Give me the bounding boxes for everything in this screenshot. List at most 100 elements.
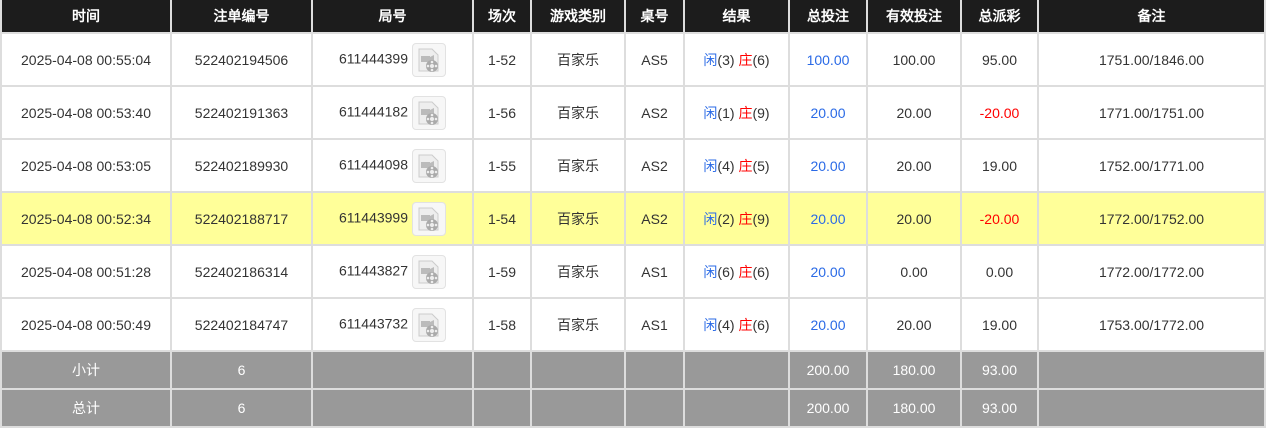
session-cell: 1-52	[472, 32, 532, 87]
order-number-cell: 522402188717	[170, 191, 313, 246]
banker-label: 庄	[738, 316, 753, 333]
result-cell: 闲(4) 庄(6)	[683, 297, 790, 352]
table-cell: AS2	[624, 191, 685, 246]
session-cell: 1-59	[472, 244, 532, 299]
game-type-cell: 百家乐	[530, 32, 626, 87]
time-cell: 2025-04-08 00:53:05	[0, 138, 172, 193]
total-payout: 93.00	[960, 388, 1039, 428]
player-score: (2)	[717, 210, 735, 227]
player-label: 闲	[703, 104, 718, 121]
player-score: (4)	[717, 316, 735, 333]
time-cell: 2025-04-08 00:50:49	[0, 297, 172, 352]
player-label: 闲	[703, 51, 718, 68]
player-score: (3)	[717, 51, 735, 68]
total-row: 总计 6 200.00 180.00 93.00	[0, 388, 1266, 428]
player-score: (1)	[717, 104, 735, 121]
order-number-cell: 522402184747	[170, 297, 313, 352]
session-cell: 1-54	[472, 191, 532, 246]
table-row: 2025-04-08 00:53:40 522402191363 6114441…	[0, 85, 1266, 140]
round-cell: 611443999	[311, 191, 474, 246]
payout-cell: 0.00	[960, 244, 1039, 299]
round-cell: 611444399	[311, 32, 474, 87]
result-cell: 闲(3) 庄(6)	[683, 32, 790, 87]
valid-bet-cell: 100.00	[866, 32, 962, 87]
round-number: 611443999	[338, 209, 409, 226]
note-cell: 1752.00/1771.00	[1037, 138, 1266, 193]
note-cell: 1753.00/1772.00	[1037, 297, 1266, 352]
total-count: 6	[170, 388, 313, 428]
column-header: 游戏类别	[530, 0, 626, 34]
banker-score: (5)	[752, 157, 770, 174]
table-cell: AS2	[624, 85, 685, 140]
game-type-cell: 百家乐	[530, 244, 626, 299]
column-header: 场次	[472, 0, 532, 34]
game-type-cell: 百家乐	[530, 297, 626, 352]
total-bet-cell: 20.00	[788, 191, 868, 246]
table-cell: AS1	[624, 244, 685, 299]
payout-cell: 19.00	[960, 297, 1039, 352]
total-bet: 200.00	[788, 388, 868, 428]
round-number: 611443732	[338, 315, 409, 332]
note-cell: 1772.00/1752.00	[1037, 191, 1266, 246]
table-row: 2025-04-08 00:53:05 522402189930 6114440…	[0, 138, 1266, 193]
round-cell: 611444182	[311, 85, 474, 140]
video-replay-icon[interactable]	[412, 148, 447, 183]
video-replay-icon[interactable]	[412, 307, 447, 342]
session-cell: 1-55	[472, 138, 532, 193]
table-row: 2025-04-08 00:50:49 522402184747 6114437…	[0, 297, 1266, 352]
valid-bet-cell: 20.00	[866, 85, 962, 140]
column-header: 局号	[311, 0, 474, 34]
total-bet-cell: 20.00	[788, 138, 868, 193]
round-number: 611443827	[338, 262, 409, 279]
valid-bet-cell: 20.00	[866, 191, 962, 246]
column-header: 总派彩	[960, 0, 1039, 34]
round-number: 611444182	[338, 103, 409, 120]
result-cell: 闲(2) 庄(9)	[683, 191, 790, 246]
payout-cell: 95.00	[960, 32, 1039, 87]
subtotal-payout: 93.00	[960, 350, 1039, 390]
valid-bet-cell: 0.00	[866, 244, 962, 299]
time-cell: 2025-04-08 00:51:28	[0, 244, 172, 299]
total-bet-cell: 20.00	[788, 85, 868, 140]
result-cell: 闲(1) 庄(9)	[683, 85, 790, 140]
table-cell: AS2	[624, 138, 685, 193]
session-cell: 1-56	[472, 85, 532, 140]
total-label: 总计	[0, 388, 172, 428]
note-cell: 1772.00/1772.00	[1037, 244, 1266, 299]
column-header: 备注	[1037, 0, 1266, 34]
banker-score: (6)	[752, 316, 770, 333]
video-replay-icon[interactable]	[412, 95, 447, 130]
note-cell: 1751.00/1846.00	[1037, 32, 1266, 87]
banker-label: 庄	[738, 157, 753, 174]
video-replay-icon[interactable]	[412, 254, 447, 289]
player-label: 闲	[703, 263, 718, 280]
table-cell: AS5	[624, 32, 685, 87]
total-bet-cell: 20.00	[788, 244, 868, 299]
result-cell: 闲(4) 庄(5)	[683, 138, 790, 193]
banker-label: 庄	[738, 210, 753, 227]
session-cell: 1-58	[472, 297, 532, 352]
table-row: 2025-04-08 00:51:28 522402186314 6114438…	[0, 244, 1266, 299]
result-cell: 闲(6) 庄(6)	[683, 244, 790, 299]
payout-cell: 19.00	[960, 138, 1039, 193]
banker-label: 庄	[738, 104, 753, 121]
payout-cell: -20.00	[960, 85, 1039, 140]
player-label: 闲	[703, 316, 718, 333]
video-replay-icon[interactable]	[412, 201, 447, 236]
banker-score: (6)	[752, 263, 770, 280]
round-cell: 611443732	[311, 297, 474, 352]
column-header: 时间	[0, 0, 172, 34]
table-row: 2025-04-08 00:55:04 522402194506 6114443…	[0, 32, 1266, 87]
order-number-cell: 522402194506	[170, 32, 313, 87]
game-type-cell: 百家乐	[530, 191, 626, 246]
total-bet-cell: 20.00	[788, 297, 868, 352]
time-cell: 2025-04-08 00:53:40	[0, 85, 172, 140]
valid-bet-cell: 20.00	[866, 297, 962, 352]
subtotal-valid: 180.00	[866, 350, 962, 390]
banker-label: 庄	[738, 263, 753, 280]
player-label: 闲	[703, 157, 718, 174]
column-header: 总投注	[788, 0, 868, 34]
video-replay-icon[interactable]	[412, 42, 447, 77]
game-type-cell: 百家乐	[530, 85, 626, 140]
